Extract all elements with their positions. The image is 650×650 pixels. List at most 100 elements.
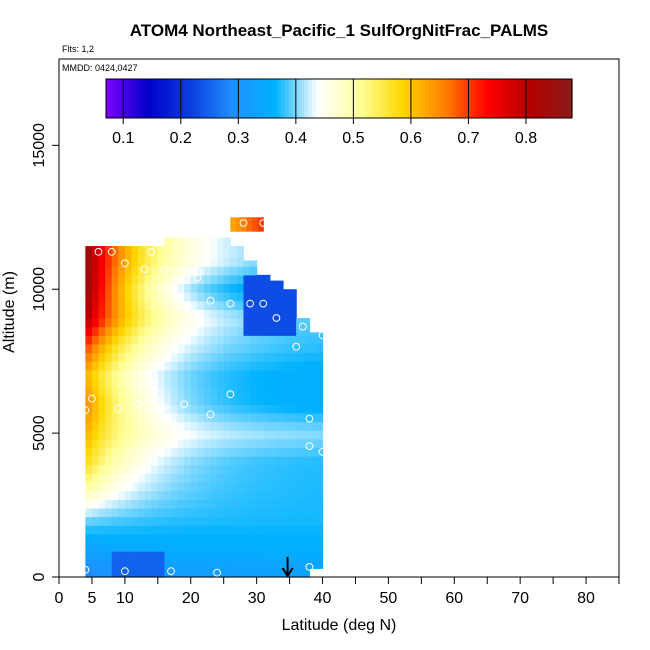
curtain-cell bbox=[236, 387, 245, 397]
curtain-cell bbox=[164, 335, 172, 345]
curtain-cell bbox=[177, 482, 185, 492]
curtain-cell bbox=[144, 318, 152, 328]
curtain-cell bbox=[276, 542, 284, 552]
curtain-cell bbox=[217, 352, 225, 362]
curtain-cell bbox=[197, 507, 205, 518]
curtain-cell bbox=[171, 404, 179, 414]
curtain-cell bbox=[230, 551, 238, 561]
colorbar-segment bbox=[560, 79, 565, 118]
curtain-cell bbox=[91, 387, 100, 397]
curtain-cell bbox=[283, 456, 291, 466]
curtain-cell bbox=[184, 300, 192, 310]
curtain-cell bbox=[91, 438, 100, 449]
curtain-cell bbox=[177, 343, 185, 354]
curtain-cell bbox=[296, 490, 304, 500]
curtain-cell bbox=[289, 421, 297, 431]
colorbar-segment bbox=[203, 79, 208, 118]
curtain-cell bbox=[250, 525, 258, 535]
curtain-cell bbox=[236, 266, 245, 276]
colorbar-segment bbox=[129, 79, 134, 118]
curtain-cell bbox=[177, 387, 185, 397]
curtain-cell bbox=[131, 533, 139, 544]
colorbar-segment bbox=[397, 79, 402, 118]
curtain-cell bbox=[85, 438, 93, 449]
curtain-cell bbox=[276, 421, 284, 431]
curtain-cell bbox=[276, 438, 284, 449]
curtain-cell bbox=[256, 482, 264, 492]
curtain-cell bbox=[111, 473, 119, 483]
curtain-cell bbox=[177, 525, 185, 535]
curtain-cell bbox=[177, 237, 185, 241]
curtain-cell bbox=[197, 499, 205, 509]
colorbar-segment bbox=[183, 79, 189, 118]
curtain-cell bbox=[131, 456, 139, 466]
curtain-cell bbox=[269, 464, 278, 474]
curtain-cell bbox=[177, 447, 185, 457]
curtain-cell bbox=[171, 248, 179, 259]
colorbar-segment bbox=[284, 79, 290, 118]
curtain-cell bbox=[131, 248, 139, 259]
curtain-cell bbox=[190, 283, 198, 293]
curtain-cell bbox=[98, 516, 106, 526]
curtain-cell bbox=[91, 473, 100, 483]
curtain-cell bbox=[91, 421, 100, 431]
curtain-cell bbox=[118, 421, 126, 431]
curtain-cell bbox=[151, 352, 159, 362]
curtain-cell bbox=[296, 412, 304, 423]
curtain-cell bbox=[243, 343, 251, 354]
curtain-cell bbox=[309, 533, 317, 544]
curtain-cell bbox=[157, 318, 166, 328]
curtain-cell bbox=[210, 326, 218, 336]
curtain-cell bbox=[138, 533, 146, 544]
curtain-cell bbox=[236, 369, 245, 380]
curtain-cell bbox=[210, 343, 218, 354]
curtain-cell bbox=[243, 559, 251, 569]
observation-point bbox=[259, 219, 268, 227]
curtain-cell bbox=[315, 551, 324, 561]
curtain-cell bbox=[91, 490, 100, 500]
curtain-cell bbox=[276, 507, 284, 518]
curtain-cell bbox=[263, 438, 271, 449]
curtain-cell bbox=[302, 542, 310, 552]
x-tick-label: 80 bbox=[577, 590, 595, 607]
curtain-cell bbox=[197, 456, 205, 466]
curtain-cell bbox=[190, 352, 198, 362]
curtain-cell bbox=[256, 438, 264, 449]
curtain-cell bbox=[283, 516, 291, 526]
curtain-cell bbox=[98, 326, 106, 336]
curtain-cell bbox=[177, 551, 185, 561]
curtain-cell bbox=[256, 369, 264, 380]
curtain-cell bbox=[111, 395, 119, 405]
curtain-cell bbox=[203, 292, 212, 302]
curtain-cell bbox=[131, 395, 139, 405]
curtain-cell bbox=[315, 490, 324, 500]
curtain-cell bbox=[184, 447, 192, 457]
curtain-cell bbox=[190, 507, 198, 518]
y-tick-label: 0 bbox=[31, 572, 48, 581]
curtain-cell bbox=[250, 507, 258, 518]
colorbar-segment bbox=[148, 79, 154, 118]
curtain-cell bbox=[269, 352, 278, 362]
curtain-cell bbox=[217, 499, 225, 509]
curtain-cell bbox=[118, 482, 126, 492]
curtain-cell bbox=[203, 447, 212, 457]
curtain-cell bbox=[263, 490, 271, 500]
curtain-cell bbox=[118, 318, 126, 328]
curtain-cell bbox=[157, 369, 166, 380]
curtain-cell bbox=[243, 283, 251, 293]
curtain-cell bbox=[263, 387, 271, 397]
curtain-cell bbox=[151, 378, 159, 388]
curtain-cell bbox=[138, 447, 146, 457]
curtain-cell bbox=[296, 447, 304, 457]
observation-point bbox=[305, 442, 314, 451]
curtain-cell bbox=[118, 369, 126, 380]
curtain-cell bbox=[131, 490, 139, 500]
curtain-cell bbox=[250, 499, 258, 509]
curtain-cell bbox=[210, 507, 218, 518]
curtain-cell bbox=[250, 309, 258, 319]
curtain-cell bbox=[157, 533, 166, 544]
curtain-cell bbox=[256, 568, 264, 578]
curtain-cell bbox=[283, 507, 291, 518]
curtain-cell bbox=[91, 309, 100, 319]
curtain-cell bbox=[157, 421, 166, 431]
